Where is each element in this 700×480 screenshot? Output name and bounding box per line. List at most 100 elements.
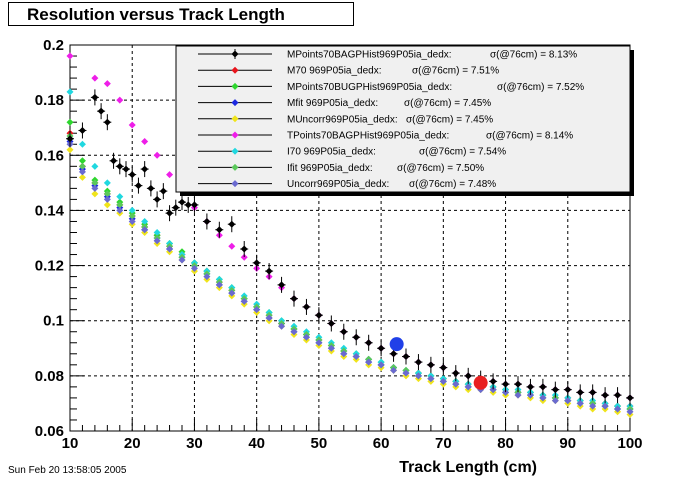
chart-title: Resolution versus Track Length [8,2,354,26]
data-point [551,386,559,394]
x-tick-label: 90 [559,435,576,452]
data-point [141,217,149,225]
legend-sigma-value: σ(@76cm) = 7.50% [397,163,484,174]
data-point [278,322,286,330]
data-point [427,375,435,383]
data-point [452,369,460,377]
legend-sigma-value: σ(@76cm) = 7.51% [412,66,499,77]
data-point [439,364,447,372]
data-point [253,306,261,314]
data-point [414,372,422,380]
legend-series-name: I70 969P05ia_dedx: [287,147,376,158]
legend-marker [231,50,239,58]
data-point [116,162,124,170]
data-point [78,168,86,176]
data-point [128,206,136,214]
x-tick-label: 10 [62,435,79,452]
data-point [134,182,142,190]
data-point [601,391,609,399]
data-point [103,201,111,209]
data-point [352,333,360,341]
data-point [452,380,460,388]
data-point [265,314,273,322]
data-point [290,328,298,336]
data-point [91,93,99,101]
data-point [240,253,248,261]
data-point [526,391,534,399]
data-point [564,386,572,394]
data-point [402,369,410,377]
data-point [78,126,86,134]
data-point [439,377,447,385]
data-point [172,204,180,212]
legend-series-name: MPoints70BUGPHist969P05ia_dedx: [287,82,452,93]
data-point [128,217,136,225]
data-point [564,397,572,405]
data-point [91,190,99,198]
data-point [110,157,118,165]
data-point [153,237,161,245]
data-point [626,394,634,402]
data-point [91,74,99,82]
data-point [159,187,167,195]
data-point [514,380,522,388]
legend-series-name: MUncorr969P05ia_dedx: [287,114,398,125]
data-point [302,303,310,311]
data-point [103,80,111,88]
legend-marker [231,99,239,107]
data-point [215,281,223,289]
x-tick-label: 100 [617,435,642,452]
x-axis-title: Track Length (cm) [399,459,537,476]
y-tick-label: 0.12 [35,258,64,275]
data-point [190,264,198,272]
data-point [278,281,286,289]
data-point [91,179,99,187]
data-point [122,165,130,173]
data-point [116,96,124,104]
data-point [166,171,174,179]
data-point [302,333,310,341]
x-tick-label: 50 [311,435,328,452]
legend-marker [231,115,239,123]
data-point [153,195,161,203]
legend-marker [231,131,239,139]
legend-sigma-value: σ(@76cm) = 7.52% [497,82,584,93]
data-point [78,162,86,170]
axes: 10 20 30 40 50 60 70 80 90 100 0.06 0.08 0.1 0.12 0.14… [35,37,643,452]
data-point [402,353,410,361]
data-point [203,217,211,225]
data-point [589,402,597,410]
legend-series-name: Mfit 969P05ia_dedx: [287,98,378,109]
y-tick-label: 0.1 [43,313,64,330]
data-point [352,353,360,361]
data-point [78,173,86,181]
grid-lines [70,45,630,431]
y-tick-label: 0.08 [35,368,64,385]
data-point [315,311,323,319]
data-point [327,319,335,327]
data-point [153,228,161,236]
data-point [464,383,472,391]
data-point [240,245,248,253]
highlight-point [473,375,488,390]
data-point [66,135,74,143]
data-point [614,405,622,413]
data-point [78,157,86,165]
legend-series-name: Uncorr969P05ia_dedx: [287,179,389,190]
legend-sigma-value: σ(@76cm) = 7.45% [404,98,491,109]
data-point [240,297,248,305]
data-point [141,226,149,234]
data-point [66,88,74,96]
footer-timestamp: Sun Feb 20 13:58:05 2005 [8,465,127,476]
legend-marker [231,180,239,188]
legend-sigma-value: σ(@76cm) = 7.45% [406,114,493,125]
x-tick-label: 40 [248,435,265,452]
data-point [489,377,497,385]
data-point [116,206,124,214]
legend-marker [231,147,239,155]
data-point [526,383,534,391]
data-point [390,366,398,374]
y-tick-label: 0.16 [35,147,64,164]
data-point [190,201,198,209]
legend-marker [231,66,239,74]
